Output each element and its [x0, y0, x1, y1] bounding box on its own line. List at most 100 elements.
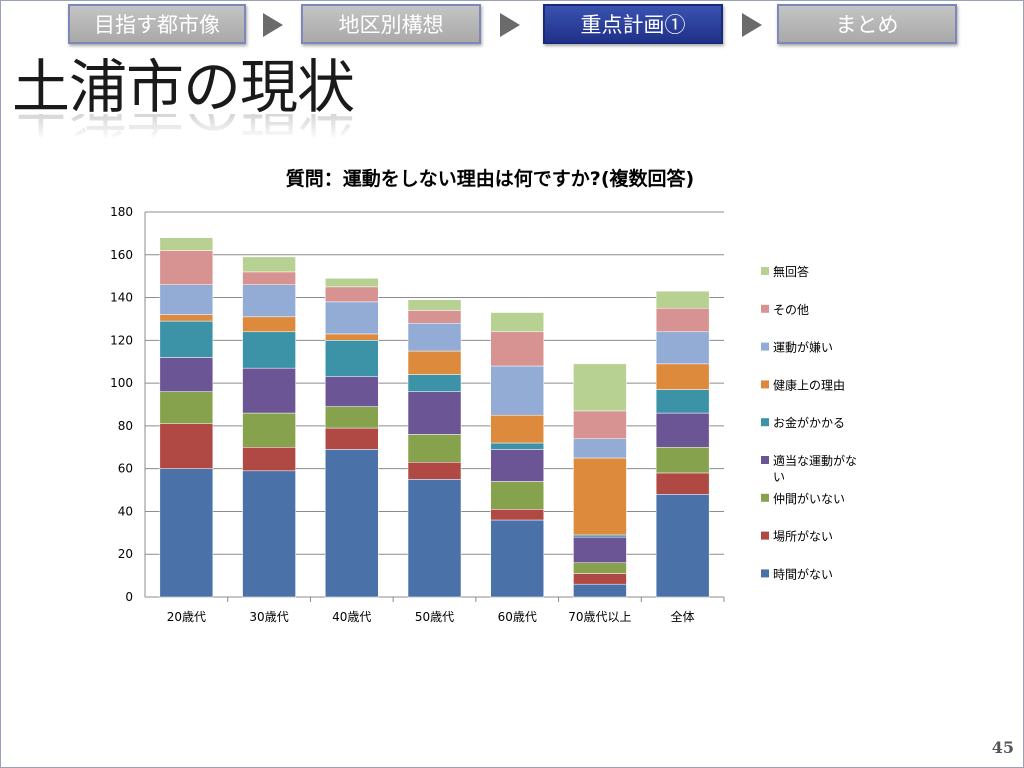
- y-tick-label: 20: [118, 547, 133, 561]
- y-tick-label: 120: [110, 333, 133, 347]
- bar-segment: [655, 389, 710, 414]
- legend-label: 仲間がいない: [773, 491, 845, 506]
- legend-swatch: [761, 304, 769, 313]
- legend-swatch: [761, 342, 769, 351]
- legend-label: 適当な運動がな: [773, 453, 857, 468]
- bar-segment: [159, 237, 214, 251]
- legend-label: その他: [773, 303, 809, 317]
- bar-segment: [407, 434, 462, 463]
- legend-label: 運動が嫌い: [773, 340, 833, 355]
- slide-title-block: 土浦市の現状 土浦市の現状: [12, 53, 355, 146]
- bar-segment: [573, 457, 627, 536]
- legend-swatch: [761, 569, 769, 578]
- nav-step-priority[interactable]: 重点計画①: [543, 4, 723, 44]
- bar-segment: [407, 479, 462, 598]
- bar-segment: [573, 583, 627, 598]
- nav-step-label: 目指す都市像: [94, 13, 220, 37]
- y-tick-label: 0: [125, 590, 133, 604]
- bar-segment: [325, 286, 379, 303]
- x-tick-label: 全体: [671, 609, 695, 624]
- legend-label: 無回答: [773, 264, 809, 279]
- bar-segment: [242, 331, 296, 369]
- bar-segment: [159, 391, 214, 424]
- y-tick-label: 40: [118, 504, 133, 518]
- bar-segment: [242, 284, 296, 318]
- slide-title: 土浦市の現状: [12, 53, 355, 121]
- y-tick-label: 140: [110, 291, 133, 305]
- y-tick-label: 60: [118, 462, 133, 476]
- bar-segment: [573, 536, 627, 564]
- x-tick-label: 60歳代: [498, 610, 537, 624]
- x-tick-label: 20歳代: [167, 610, 206, 624]
- bar-segment: [325, 301, 379, 335]
- bar-segment: [242, 316, 296, 333]
- bar-segment: [573, 438, 627, 459]
- bar-segment: [655, 447, 710, 474]
- bar-segment: [655, 308, 710, 333]
- y-tick-label: 100: [110, 376, 133, 390]
- x-tick-label: 30歳代: [249, 610, 288, 624]
- nav-step-vision[interactable]: 目指す都市像: [68, 4, 246, 44]
- bar-segment: [325, 376, 379, 407]
- legend-label: 健康上の理由: [773, 377, 845, 392]
- legend-swatch: [761, 531, 769, 540]
- bar-segment: [407, 310, 462, 324]
- y-tick-label: 160: [110, 248, 133, 262]
- bar-segment: [573, 363, 627, 412]
- bar-segment: [407, 299, 462, 311]
- page-number: 45: [991, 738, 1014, 757]
- legend-label-continued: い: [773, 470, 785, 484]
- bar-segment: [325, 427, 379, 450]
- bar-segment: [242, 470, 296, 598]
- legend-label: お金がかかる: [773, 415, 845, 430]
- bar-segment: [490, 519, 544, 598]
- bar-segment: [242, 256, 296, 273]
- legend-swatch: [761, 493, 769, 502]
- nav-arrow-icon: [263, 13, 283, 37]
- bar-segment: [159, 468, 214, 598]
- nav-step-district[interactable]: 地区別構想: [301, 4, 481, 44]
- x-tick-label: 70歳代以上: [568, 610, 631, 624]
- legend-swatch: [761, 380, 769, 389]
- y-tick-label: 180: [110, 205, 133, 219]
- y-tick-label: 80: [118, 419, 133, 433]
- chart-title: 質問：運動をしない理由は何ですか?(複数回答): [285, 168, 695, 190]
- bar-segment: [573, 410, 627, 439]
- bar-segment: [159, 284, 214, 315]
- bar-segment: [242, 367, 296, 414]
- bar-segment: [407, 391, 462, 435]
- nav-arrow-icon: [500, 13, 520, 37]
- nav-step-label: まとめ: [835, 13, 899, 37]
- nav-arrow-icon: [742, 13, 762, 37]
- bar-segment: [325, 449, 379, 598]
- bar-segment: [655, 472, 710, 495]
- bar-segment: [325, 278, 379, 288]
- bar-segment: [490, 449, 544, 482]
- bar-segment: [159, 423, 214, 469]
- bar-segment: [407, 462, 462, 480]
- bar-segment: [407, 374, 462, 392]
- bar-segment: [407, 322, 462, 352]
- bar-segment: [490, 481, 544, 510]
- bar-segment: [325, 340, 379, 377]
- bar-segment: [242, 412, 296, 448]
- bar-segment: [490, 312, 544, 333]
- bar-segment: [407, 350, 462, 375]
- legend-swatch: [761, 456, 769, 464]
- bar-segment: [573, 534, 627, 538]
- bar-segment: [655, 331, 710, 365]
- bar-segment: [325, 333, 379, 341]
- bar-segment: [655, 290, 710, 309]
- legend-label: 時間がない: [773, 566, 833, 581]
- bar-segment: [490, 331, 544, 367]
- x-tick-label: 40歳代: [332, 610, 371, 624]
- bar-segment: [573, 562, 627, 574]
- bar-segment: [490, 365, 544, 416]
- bar-segment: [159, 250, 214, 285]
- bar-segment: [655, 494, 710, 598]
- bar-segment: [159, 357, 214, 392]
- bar-segment: [490, 509, 544, 521]
- bar-segment: [490, 414, 544, 444]
- nav-step-summary[interactable]: まとめ: [777, 4, 957, 44]
